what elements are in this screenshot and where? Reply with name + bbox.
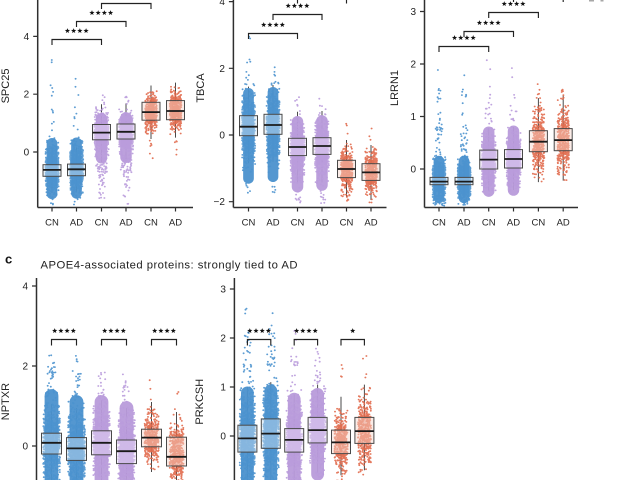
svg-text:NPTXR: NPTXR <box>0 383 12 420</box>
svg-text:3: 3 <box>220 285 226 296</box>
svg-text:AD: AD <box>169 218 182 229</box>
svg-text:−2: −2 <box>213 197 225 208</box>
svg-text:4: 4 <box>22 282 28 293</box>
svg-text:2: 2 <box>22 362 28 373</box>
svg-text:CN: CN <box>242 218 256 229</box>
svg-text:c: c <box>5 252 12 267</box>
svg-text:2: 2 <box>24 90 30 101</box>
svg-text:TBCA: TBCA <box>195 73 207 103</box>
svg-text:3: 3 <box>410 7 416 18</box>
svg-text:AD: AD <box>315 218 328 229</box>
svg-text:0: 0 <box>410 165 416 176</box>
svg-text:AD: AD <box>507 218 520 229</box>
svg-text:2: 2 <box>410 60 416 71</box>
svg-text:1: 1 <box>220 383 226 394</box>
svg-text:1: 1 <box>410 112 416 123</box>
svg-text:LRRN1: LRRN1 <box>389 70 401 106</box>
svg-text:CN: CN <box>340 218 354 229</box>
svg-text:AD: AD <box>364 218 377 229</box>
svg-text:CN: CN <box>144 218 158 229</box>
svg-text:AD: AD <box>266 218 279 229</box>
svg-text:CN: CN <box>291 218 305 229</box>
svg-text:AD: AD <box>457 218 470 229</box>
svg-text:2: 2 <box>219 64 225 75</box>
svg-text:0: 0 <box>219 131 225 142</box>
svg-text:CN: CN <box>95 218 109 229</box>
svg-text:PRKCSH: PRKCSH <box>194 379 206 425</box>
svg-text:0: 0 <box>220 432 226 443</box>
svg-text:APOE4-associated proteins: str: APOE4-associated proteins: strongly tied… <box>41 260 298 272</box>
svg-text:4: 4 <box>219 0 225 8</box>
svg-text:CN: CN <box>45 218 59 229</box>
svg-text:CN: CN <box>432 218 446 229</box>
svg-text:AD: AD <box>119 218 132 229</box>
svg-text:CN: CN <box>532 218 546 229</box>
svg-text:2: 2 <box>220 334 226 345</box>
svg-text:4: 4 <box>24 32 30 43</box>
svg-text:0: 0 <box>22 442 28 453</box>
svg-text:CN: CN <box>482 218 496 229</box>
svg-text:AD: AD <box>557 218 570 229</box>
svg-text:AD: AD <box>70 218 83 229</box>
svg-text:SPC25: SPC25 <box>0 69 12 104</box>
svg-text:0: 0 <box>24 148 30 159</box>
